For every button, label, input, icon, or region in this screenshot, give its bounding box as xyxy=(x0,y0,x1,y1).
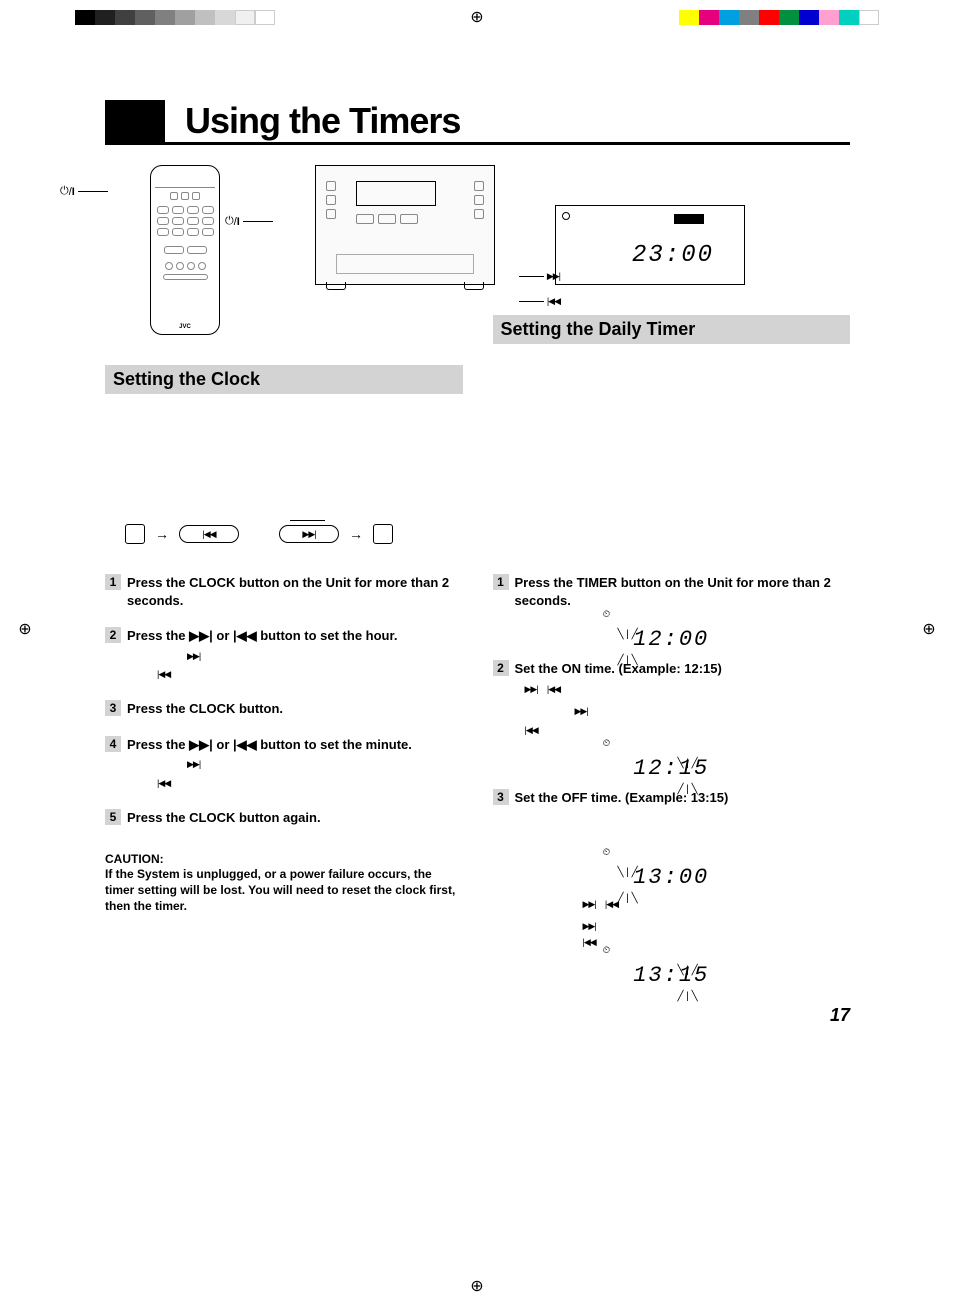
caution-block: CAUTION: If the System is unplugged, or … xyxy=(105,852,463,915)
brand-label: JVC xyxy=(151,324,219,330)
step-t2-icons xyxy=(525,682,722,697)
timer-step-3: 3 Set the OFF time. (Example: 13:15) xyxy=(493,789,851,807)
power-label-remote: /I xyxy=(60,185,108,198)
remote-figure: /I JVC xyxy=(105,165,235,335)
timer-icon: ⏲ xyxy=(603,609,611,620)
clock-display: 23:00 xyxy=(555,205,745,285)
remote-control: JVC xyxy=(150,165,220,335)
step-2-icons-rw xyxy=(157,667,397,682)
clock-step-4: 4 Press the ▶▶| or |◀◀ button to set the… xyxy=(105,736,463,791)
crosshair-top: ⊕ xyxy=(467,8,487,28)
title-block xyxy=(105,100,165,142)
timer-icon: ⏲ xyxy=(603,738,611,749)
display-figure: 23:00 xyxy=(555,205,745,285)
timer-display-1: ⏲ 12:00 ╲ | ╱ ╱ | ╲ xyxy=(493,627,851,652)
column-timer: Setting the Daily Timer 1 Press the TIME… xyxy=(493,365,851,996)
step-4-icons-rw xyxy=(157,776,412,791)
step-4-icons xyxy=(187,757,412,772)
color-bar xyxy=(679,10,879,25)
button-diagram: → → xyxy=(125,524,463,544)
page-title: Using the Timers xyxy=(185,100,460,142)
unit-figure: /I xyxy=(270,165,520,285)
display-time-value: 23:00 xyxy=(632,242,714,269)
timer-display-4: ⏲ 13:15 ╲ | ╱ ╱ | ╲ xyxy=(493,963,851,988)
clock-step-1: 1 Press the CLOCK button on the Unit for… xyxy=(105,574,463,609)
main-unit xyxy=(315,165,495,285)
page-number: 17 xyxy=(830,1005,850,1026)
columns: Setting the Clock → → 1 Press the CLOCK … xyxy=(105,365,850,996)
page-content: Using the Timers /I xyxy=(105,100,850,996)
step-2-icons xyxy=(187,649,397,664)
power-label-unit: /I xyxy=(225,215,273,228)
clock-step-3: 3 Press the CLOCK button. xyxy=(105,700,463,718)
section-header-timer: Setting the Daily Timer xyxy=(493,315,851,344)
crosshair-bottom: ⊕ xyxy=(467,1277,487,1297)
timer-display-2: ⏲ 12:15 ╲ | ╱ ╱ | ╲ xyxy=(493,756,851,781)
print-registration-top: ⊕ xyxy=(0,10,954,30)
caution-body: If the System is unplugged, or a power f… xyxy=(105,866,463,915)
grayscale-bar xyxy=(75,10,275,25)
timer-icon: ⏲ xyxy=(603,945,611,956)
caution-title: CAUTION: xyxy=(105,852,463,866)
ff-label xyxy=(519,270,560,282)
clock-step-5: 5 Press the CLOCK button again. xyxy=(105,809,463,827)
section-header-clock: Setting the Clock xyxy=(105,365,463,394)
timer-step-2: 2 Set the ON time. (Example: 12:15) xyxy=(493,660,851,738)
title-row: Using the Timers xyxy=(105,100,850,145)
timer-step-1: 1 Press the TIMER button on the Unit for… xyxy=(493,574,851,609)
timer-display-3: ⏲ 13:00 ╲ | ╱ ╱ | ╲ xyxy=(493,865,851,890)
rw-label xyxy=(519,295,560,307)
crosshair-right: ⊕ xyxy=(919,620,939,640)
column-clock: Setting the Clock → → 1 Press the CLOCK … xyxy=(105,365,463,996)
timer-icon: ⏲ xyxy=(603,847,611,858)
figures-row: /I JVC xyxy=(105,165,850,335)
crosshair-left: ⊕ xyxy=(15,620,35,640)
clock-step-2: 2 Press the ▶▶| or |◀◀ button to set the… xyxy=(105,627,463,682)
